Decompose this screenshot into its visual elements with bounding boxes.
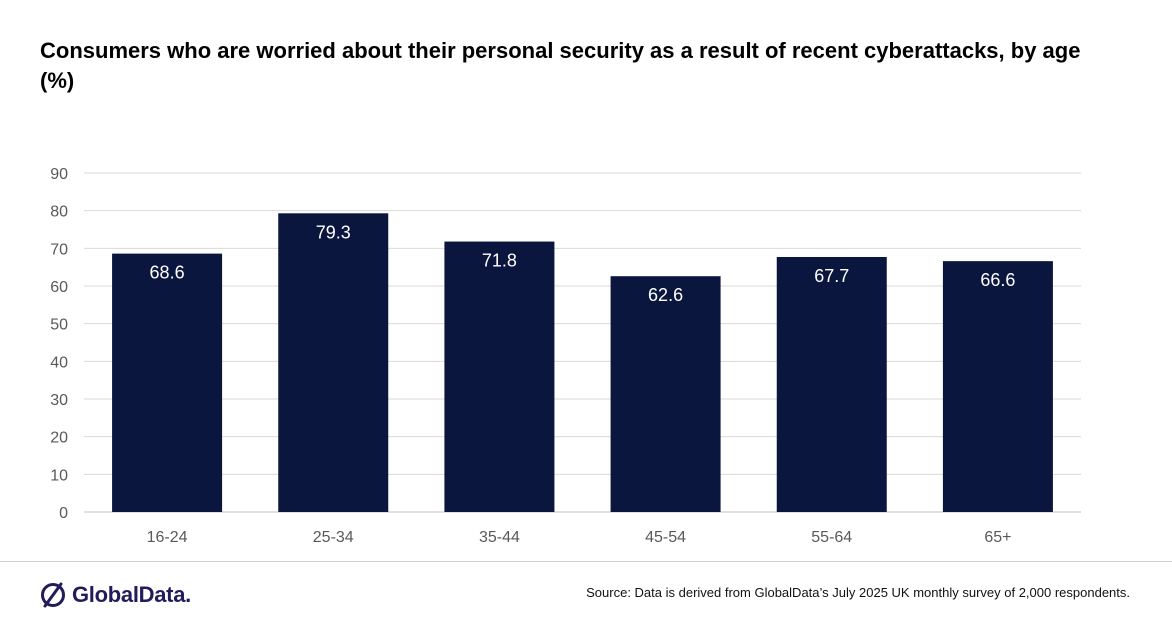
- y-tick-label: 50: [50, 317, 68, 334]
- data-label: 66.6: [980, 270, 1015, 290]
- globaldata-logo-icon: [41, 582, 65, 608]
- bar: [610, 276, 721, 512]
- y-tick-label: 40: [50, 354, 68, 371]
- chart-title: Consumers who are worried about their pe…: [40, 38, 1081, 93]
- bar-chart: 0 10 20 30 40 50 60 70 80 90 68.6 16-24 79.3 25-34 71.…: [50, 166, 1081, 546]
- globaldata-logo: GlobalData.: [40, 578, 191, 612]
- bar: [112, 253, 223, 512]
- data-label: 79.3: [316, 222, 351, 242]
- x-tick-label: 16-24: [147, 529, 188, 546]
- data-label: 68.6: [150, 263, 185, 283]
- logo-text: GlobalData.: [72, 582, 191, 607]
- x-tick-label: 55-64: [811, 529, 852, 546]
- footer-divider: [0, 561, 1172, 562]
- data-label: 62.6: [648, 285, 683, 305]
- x-tick-label: 35-44: [479, 529, 520, 546]
- y-tick-label: 10: [50, 467, 68, 484]
- y-tick-label: 60: [50, 279, 68, 296]
- y-tick-label: 30: [50, 392, 68, 409]
- y-tick-label: 70: [50, 241, 68, 258]
- bar: [444, 241, 555, 512]
- y-tick-label: 90: [50, 166, 68, 183]
- bar: [278, 213, 389, 512]
- x-tick-label: 65+: [984, 529, 1011, 546]
- data-label: 71.8: [482, 251, 517, 271]
- source-note: Source: Data is derived from GlobalData’…: [586, 585, 1130, 600]
- bar: [942, 261, 1053, 512]
- bar: [776, 256, 887, 512]
- x-tick-label: 45-54: [645, 529, 686, 546]
- y-tick-label: 20: [50, 430, 68, 447]
- data-label: 67.7: [814, 266, 849, 286]
- x-tick-label: 25-34: [313, 529, 354, 546]
- y-tick-label: 0: [59, 505, 68, 522]
- y-tick-label: 80: [50, 204, 68, 221]
